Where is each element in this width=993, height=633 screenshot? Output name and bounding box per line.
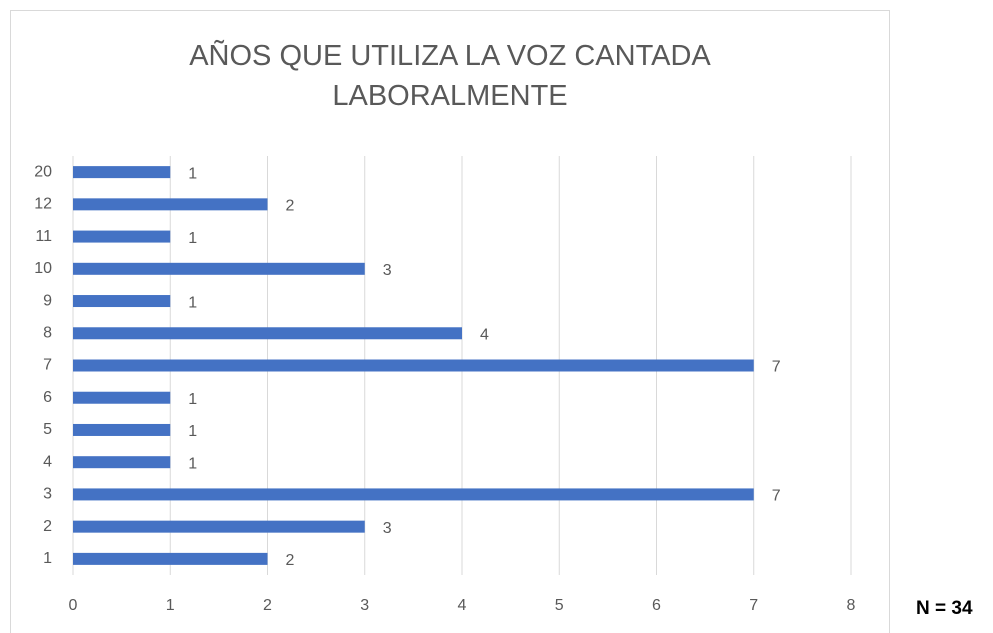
data-label: 2	[286, 552, 295, 569]
bar	[73, 391, 171, 404]
x-tick-label: 1	[166, 597, 175, 614]
x-tick-label: 6	[652, 597, 661, 614]
bar	[73, 198, 268, 211]
bar	[73, 166, 171, 179]
y-tick-label: 5	[43, 421, 52, 438]
data-label: 4	[480, 326, 489, 343]
bar	[73, 327, 462, 340]
y-tick-label: 10	[34, 260, 52, 277]
bar	[73, 488, 754, 501]
x-tick-label: 7	[749, 597, 758, 614]
y-tick-label: 6	[43, 389, 52, 406]
bar	[73, 520, 365, 533]
data-label: 1	[188, 165, 197, 182]
y-tick-label: 1	[43, 550, 52, 567]
data-label: 7	[772, 359, 781, 376]
data-label: 1	[188, 391, 197, 408]
chart-title: AÑOS QUE UTILIZA LA VOZ CANTADA LABORALM…	[189, 40, 711, 112]
bar	[73, 552, 268, 565]
data-label: 3	[383, 262, 392, 279]
x-tick-label: 8	[847, 597, 856, 614]
bar	[73, 295, 171, 308]
x-tick-label: 4	[458, 597, 467, 614]
x-tick-label: 3	[360, 597, 369, 614]
x-tick-label: 2	[263, 597, 272, 614]
bar	[73, 262, 365, 275]
annotation: N = 34	[916, 598, 973, 619]
data-label: 1	[188, 294, 197, 311]
y-tick-label: 2	[43, 518, 52, 535]
y-tick-label: 9	[43, 292, 52, 309]
bar	[73, 423, 171, 436]
data-label: 2	[286, 198, 295, 215]
data-label: 1	[188, 423, 197, 440]
y-tick-label: 12	[34, 196, 52, 213]
bar	[73, 359, 754, 372]
y-tick-label: 3	[43, 486, 52, 503]
data-label: 3	[383, 520, 392, 537]
x-tick-label: 0	[69, 597, 78, 614]
data-label: 1	[188, 230, 197, 247]
bar	[73, 456, 171, 469]
data-label: 1	[188, 455, 197, 472]
y-tick-label: 20	[34, 163, 52, 180]
x-tick-label: 5	[555, 597, 564, 614]
y-tick-label: 8	[43, 324, 52, 341]
data-label: 7	[772, 488, 781, 505]
y-tick-label: 4	[43, 453, 52, 470]
bar	[73, 230, 171, 243]
y-tick-label: 11	[35, 228, 52, 245]
y-tick-label: 7	[43, 357, 52, 374]
